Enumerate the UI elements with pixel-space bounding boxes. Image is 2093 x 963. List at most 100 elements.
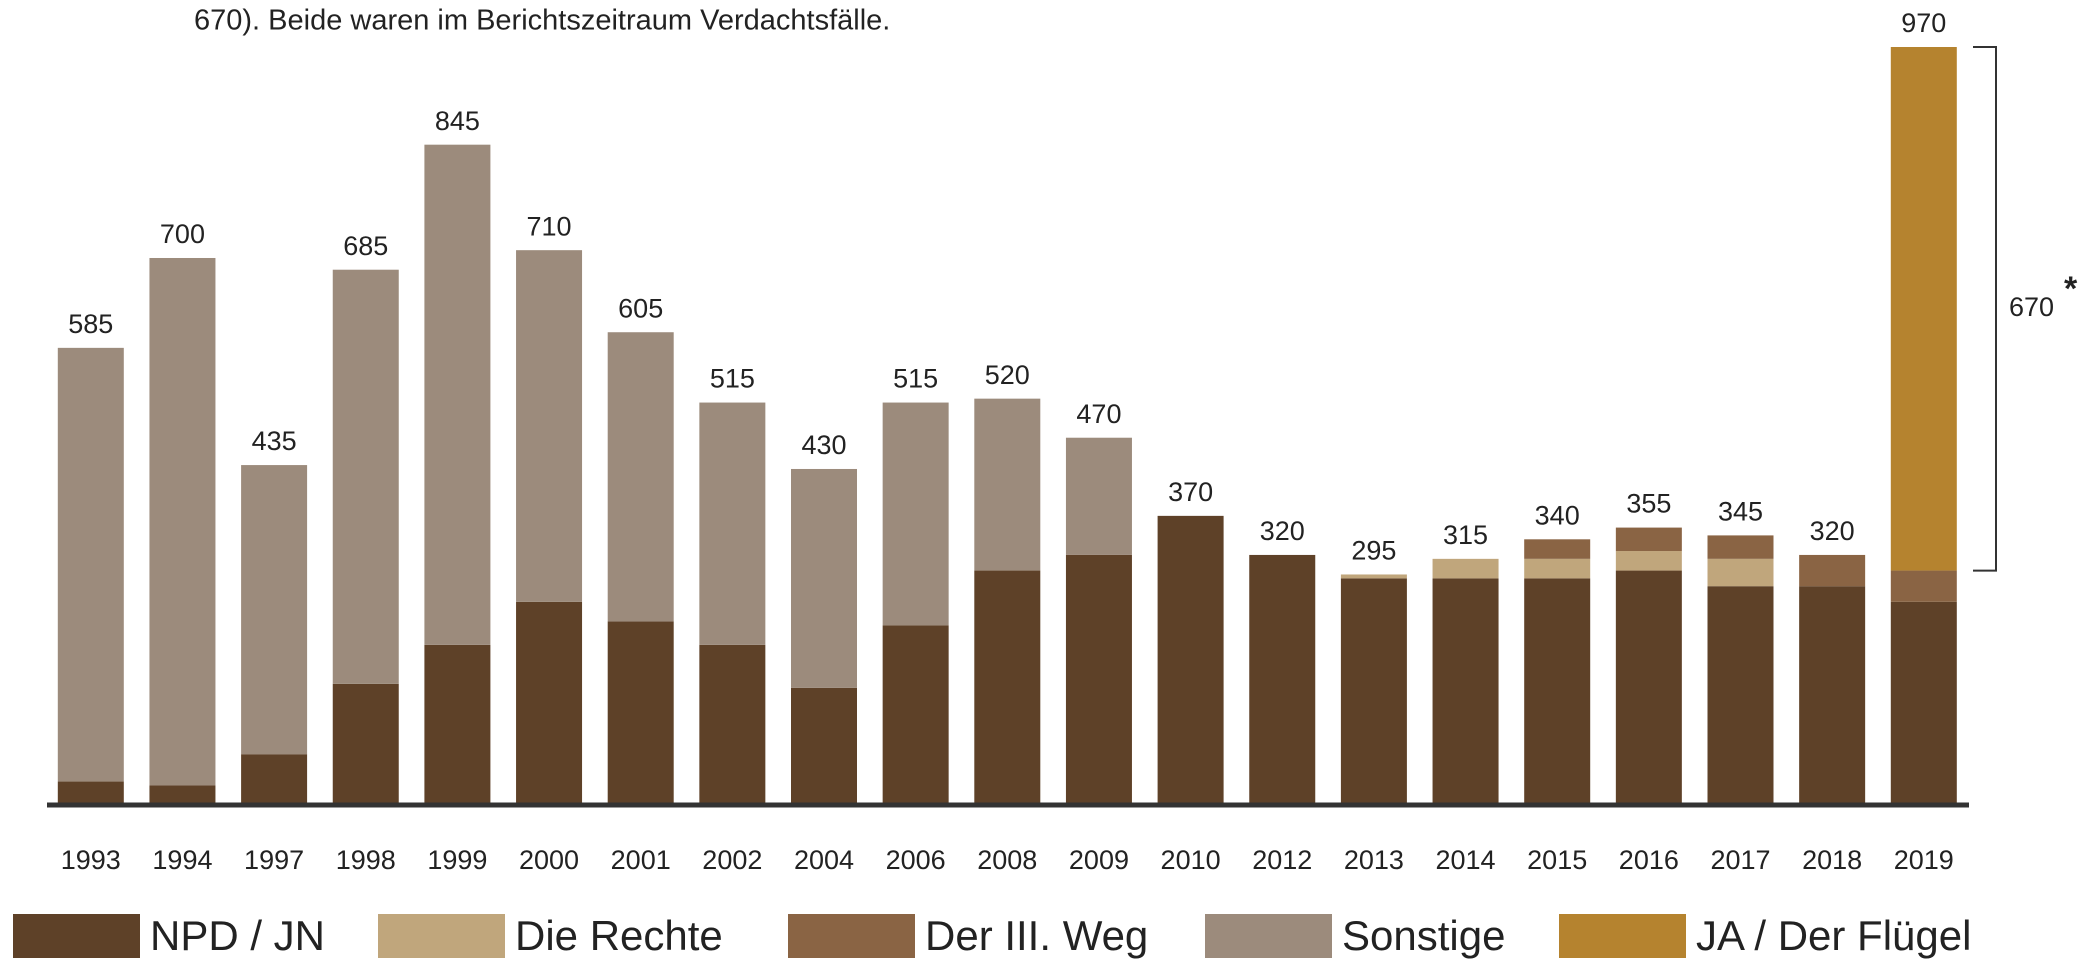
bar-segment: [1707, 586, 1774, 805]
x-tick-label: 2013: [1344, 845, 1404, 875]
x-tick-label: 2001: [611, 845, 671, 875]
bar-segment: [974, 398, 1041, 571]
x-tick-label: 2010: [1161, 845, 1221, 875]
value-label: 515: [710, 364, 755, 394]
bar-segment: [1065, 554, 1132, 805]
note: 670). Beide waren im Berichtszeitraum Ve…: [194, 5, 890, 37]
x-tick-label: 1997: [244, 845, 304, 875]
value-label: 685: [343, 231, 388, 261]
bar-segment: [1890, 601, 1957, 805]
bar-segment: [1524, 558, 1591, 579]
bar-segment: [241, 754, 308, 805]
x-tick-label: 1994: [152, 845, 212, 875]
x-tick-label: 2002: [702, 845, 762, 875]
x-tick-label: 2014: [1436, 845, 1496, 875]
bar-segment: [607, 621, 674, 805]
bar-segment: [882, 625, 949, 805]
value-label: 845: [435, 106, 480, 136]
x-tick-label: 2018: [1802, 845, 1862, 875]
annotation-marker: *: [2064, 270, 2078, 308]
bar-segment: [882, 402, 949, 626]
bar-segment: [699, 402, 766, 645]
legend-swatch: [1559, 914, 1686, 958]
legend-label: JA / Der Flügel: [1696, 912, 1971, 959]
bar-segment: [1524, 578, 1591, 805]
bar-segment: [1432, 558, 1499, 579]
x-tick-label: 2008: [977, 845, 1037, 875]
bar-segment: [149, 257, 216, 786]
x-tick-label: 1999: [427, 845, 487, 875]
x-tick-label: 1993: [61, 845, 121, 875]
value-label: 430: [801, 430, 846, 460]
bar-segment: [791, 468, 857, 688]
value-label: 340: [1535, 500, 1580, 530]
value-label: 370: [1168, 477, 1213, 507]
bar-segment: [332, 269, 399, 684]
bar-segment: [57, 347, 124, 782]
value-label: 345: [1718, 497, 1763, 527]
bar-segment: [1432, 578, 1499, 805]
bar-segment: [516, 601, 583, 805]
bar-segment: [1707, 535, 1774, 559]
bar-segment: [1249, 554, 1316, 805]
bar-segment: [974, 570, 1041, 805]
bar-segment: [1065, 437, 1132, 555]
bar-segment: [149, 785, 216, 805]
bar-segment: [1799, 586, 1866, 805]
x-tick-label: 2004: [794, 845, 854, 875]
value-label: 585: [68, 309, 113, 339]
bar-segment: [791, 687, 857, 805]
bar-segment: [1890, 47, 1957, 571]
x-tick-label: 2015: [1527, 845, 1587, 875]
x-tick-label: 2019: [1894, 845, 1954, 875]
value-label: 710: [527, 211, 572, 241]
bar-segment: [516, 250, 583, 602]
value-label: 605: [618, 293, 663, 323]
bar-segment: [1340, 578, 1407, 805]
x-tick-label: 2000: [519, 845, 579, 875]
bar-segment: [424, 144, 491, 645]
value-label: 320: [1810, 516, 1855, 546]
bar-segment: [1615, 570, 1682, 805]
value-label: 520: [985, 360, 1030, 390]
bar-segment: [1615, 527, 1682, 552]
annotation-label: 670: [2009, 292, 2054, 322]
legend-label: Der III. Weg: [925, 912, 1148, 959]
x-tick-label: 1998: [336, 845, 396, 875]
bar-segment: [1799, 554, 1866, 587]
value-label: 315: [1443, 520, 1488, 550]
value-label: 355: [1626, 489, 1671, 519]
legend-swatch: [378, 914, 505, 958]
bar-segment: [699, 644, 766, 805]
x-tick-label: 2012: [1252, 845, 1312, 875]
value-label: 700: [160, 219, 205, 249]
value-label: 515: [893, 364, 938, 394]
value-label: 435: [252, 426, 297, 456]
bar-segment: [424, 644, 491, 805]
value-label: 970: [1901, 8, 1946, 38]
bar-segment: [1615, 551, 1682, 571]
x-tick-label: 2017: [1710, 845, 1770, 875]
legend-swatch: [13, 914, 140, 958]
legend-label: NPD / JN: [150, 912, 325, 959]
legend-swatch: [788, 914, 915, 958]
legend-label: Die Rechte: [515, 912, 723, 959]
bracket: [1973, 46, 1997, 572]
x-tick-label: 2006: [886, 845, 946, 875]
legend-swatch: [1205, 914, 1332, 958]
bar-segment: [57, 781, 124, 805]
value-label: 295: [1351, 536, 1396, 566]
bar-segment: [1890, 570, 1957, 602]
x-tick-label: 2009: [1069, 845, 1129, 875]
value-label: 320: [1260, 516, 1305, 546]
bar-segment: [1524, 539, 1591, 559]
bar-segment: [1157, 515, 1224, 805]
bar-segment: [241, 465, 308, 755]
legend-label: Sonstige: [1342, 912, 1505, 959]
bar-segment: [1340, 574, 1407, 579]
value-label: 470: [1076, 399, 1121, 429]
x-tick-label: 2016: [1619, 845, 1679, 875]
bar-segment: [1707, 558, 1774, 587]
bar-segment: [607, 332, 674, 622]
